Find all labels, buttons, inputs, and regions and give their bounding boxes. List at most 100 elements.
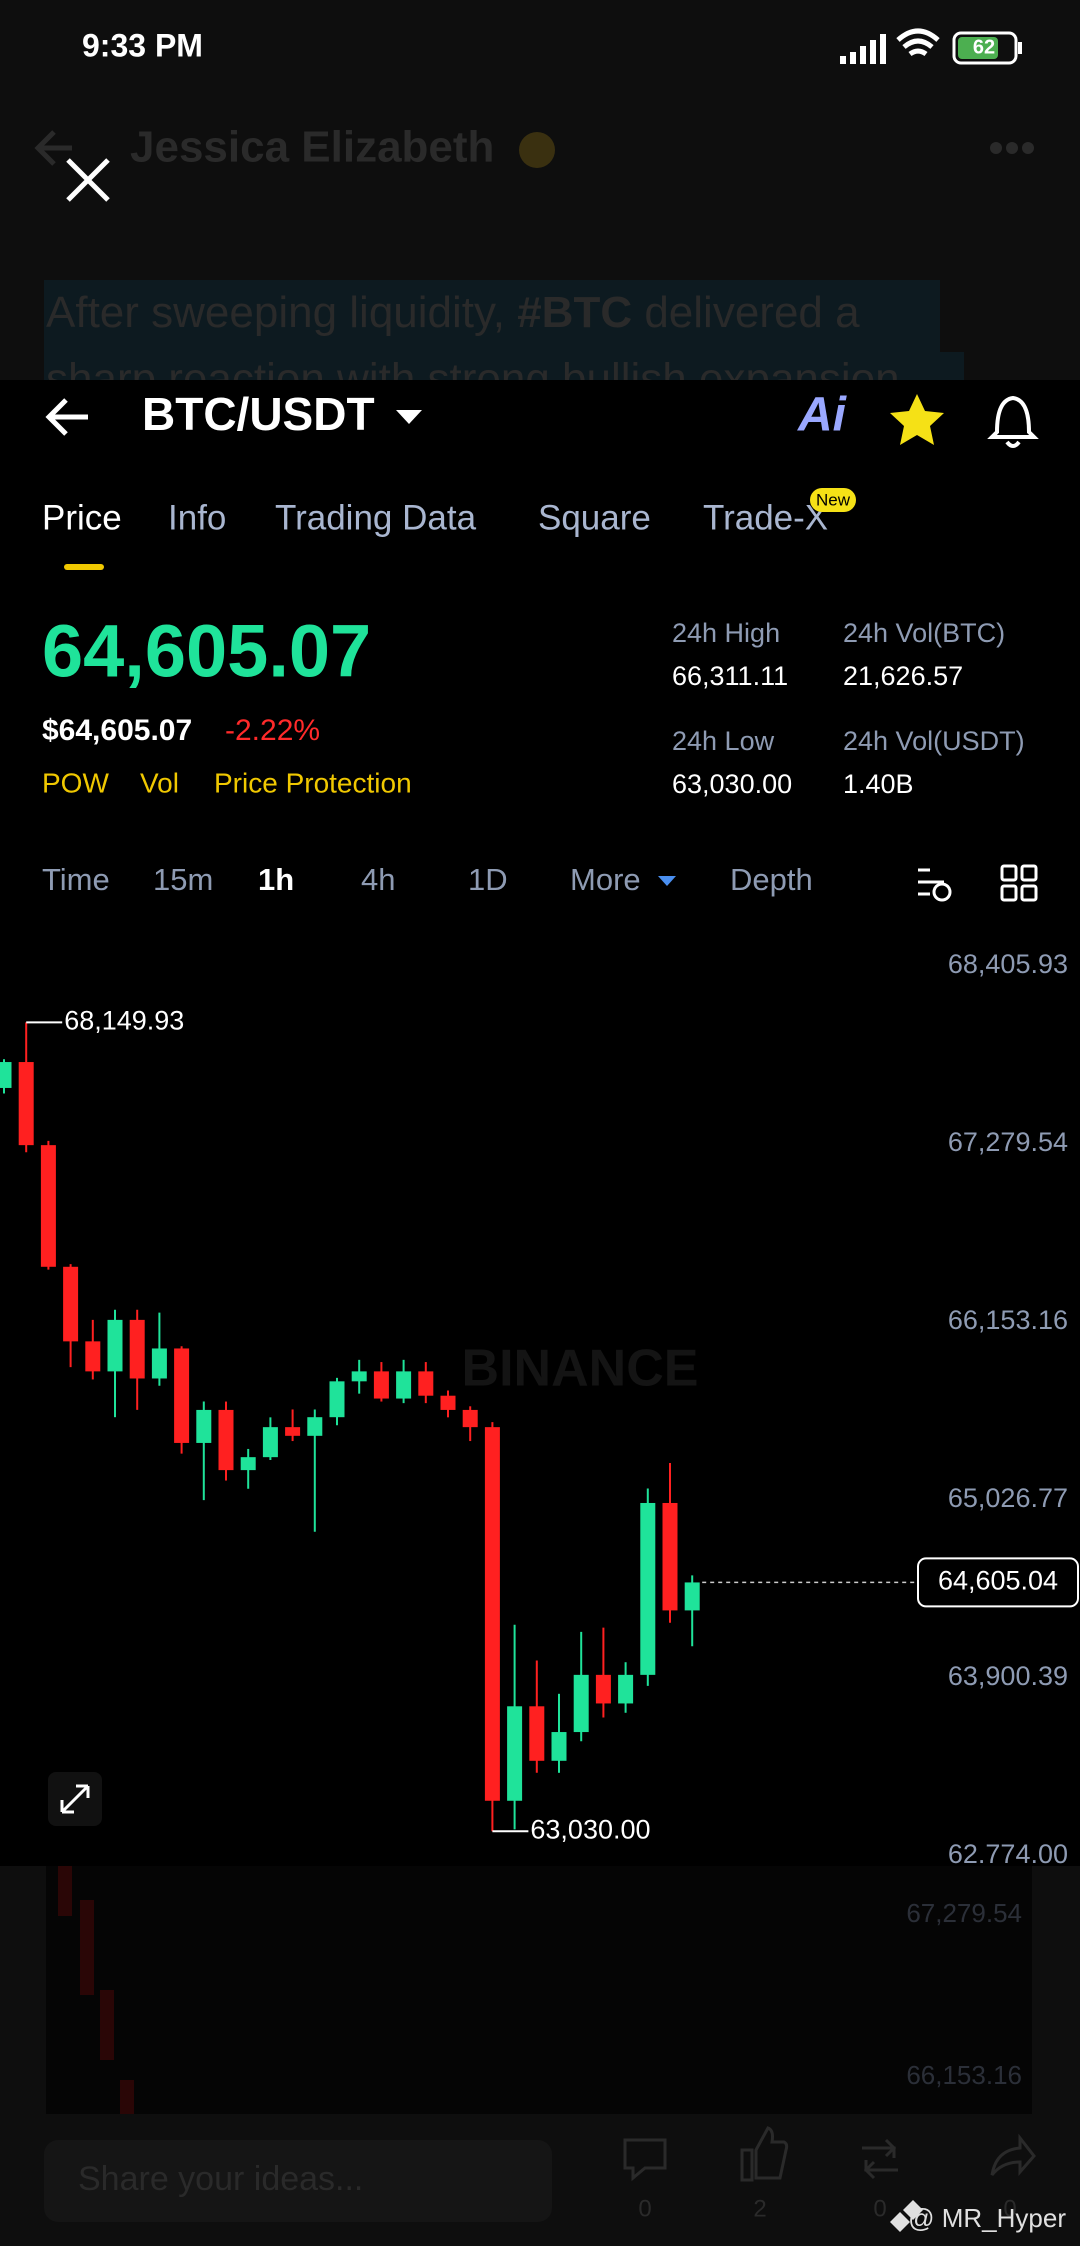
y-tick-label: 62.774.00 [948,1839,1068,1869]
candle-body [329,1381,345,1418]
candle-body [285,1427,301,1436]
candle-body [462,1409,478,1428]
stat-label: 24h Vol(USDT) [843,726,1025,756]
candle-body [107,1319,123,1372]
post-text-part: delivered a [632,288,860,337]
ai-button[interactable]: Ai [797,389,848,442]
faded-candles [58,1866,134,2114]
indicator-settings[interactable] [918,868,944,896]
favorite-star[interactable] [890,394,944,445]
credit-logo [890,2200,923,2232]
ticker-tag[interactable]: POW [42,767,109,798]
tab[interactable]: Price [42,498,122,537]
layout-button[interactable] [1000,864,1038,902]
fiat-price: $64,605.07 [42,714,192,747]
post-highlight [44,280,940,352]
interval[interactable]: Depth [730,862,813,897]
faded-menu[interactable] [990,142,1034,154]
faded-axis-label: 66,153.16 [906,2060,1022,2090]
interval[interactable]: 1D [468,862,508,897]
post-hashtag[interactable]: #BTC [517,288,632,337]
candlestick-chart: BINANCE 68,405.93 67,279.54 66,153.16 65,026… [0,949,1079,1869]
new-badge [810,488,856,512]
market-panel [0,380,1080,1866]
action-icon[interactable] [740,2126,789,2182]
pair-title[interactable]: BTC/USDT [142,388,375,440]
tab[interactable]: Trading Data [275,498,477,537]
credit-watermark: @ MR_Hyper [908,2203,1066,2233]
pair-dropdown[interactable] [396,410,422,424]
post-highlight [44,352,964,382]
expand-icon [60,1784,90,1814]
candle-body [240,1457,256,1471]
interval[interactable]: Time [42,862,110,897]
candle-body [573,1674,589,1733]
last-price: 64,605.07 [42,610,371,693]
candle-body [440,1395,456,1410]
y-tick-label: 68,405.93 [948,949,1068,979]
y-tick-label: 63,900.39 [948,1661,1068,1691]
chart-watermark: BINANCE [462,1340,699,1398]
candle-body [529,1706,545,1761]
interval[interactable]: More [570,862,641,897]
interval[interactable]: 4h [361,862,395,897]
last-price-box [917,1557,1079,1608]
candle-body [551,1732,567,1761]
wifi-icon [896,28,940,57]
indicator-settings-dot [932,882,952,902]
candle-body [351,1371,367,1382]
active-tab-indicator [64,564,104,570]
candle-body [262,1427,278,1458]
interval[interactable]: 15m [153,862,213,897]
candle-body [640,1502,656,1675]
price-change: -2.22% [225,714,320,747]
post-actions: 0 2 0 0 [623,2126,1036,2222]
stats: 24h High 66,311.11 24h Vol(BTC) 21,626.57 24… [672,618,1025,799]
candle-body [307,1417,323,1436]
candle-body [484,1427,500,1801]
y-tick-label: 66,153.16 [948,1305,1068,1335]
faded-chart [46,1866,1032,2114]
ticker-tag[interactable]: Price Protection [214,767,412,798]
back-button[interactable] [45,398,88,436]
candle-body [151,1348,167,1379]
post-author: Jessica Elizabeth [130,123,494,172]
candle-body [196,1409,212,1443]
more-caret [658,876,676,886]
battery-tip [1018,42,1022,54]
stat-label: 24h High [672,618,780,648]
faded-axis-label: 67,279.54 [906,1898,1022,1928]
stat-value: 63,030.00 [672,769,792,799]
action-icon[interactable] [623,2138,667,2182]
faded-back [34,130,72,166]
interval[interactable]: 1h [258,862,294,897]
candle-body [662,1502,678,1611]
signal-icon [840,34,886,64]
tab[interactable]: Square [538,498,651,537]
post-text: sharp reaction with strong bullish expan… [46,355,900,404]
tags: POW Vol Price Protection [42,767,412,798]
action-count: 0 [1003,2195,1016,2222]
candle-body [418,1371,434,1396]
post-text: After sweeping liquidity, #BTC delivered… [46,288,860,337]
y-tick-label: 67,279.54 [948,1127,1068,1157]
stat-value: 66,311.11 [672,661,788,691]
status-time: 9:33 PM [82,27,203,63]
tab[interactable]: Info [168,498,226,537]
new-badge-label: New [816,490,851,509]
candle-body [618,1674,634,1704]
action-count: 2 [753,2195,766,2222]
action-count: 0 [638,2195,651,2222]
candle-body [0,1062,12,1088]
action-icon[interactable] [990,2133,1036,2176]
alert-bell[interactable] [987,395,1039,448]
action-icon[interactable] [862,2138,898,2180]
comment-input[interactable] [44,2140,552,2222]
verified-badge [519,132,555,168]
tab[interactable]: Trade-X [703,498,828,537]
candle-body [684,1582,700,1611]
close-button[interactable] [66,158,110,202]
ticker-tag[interactable]: Vol [140,767,179,798]
